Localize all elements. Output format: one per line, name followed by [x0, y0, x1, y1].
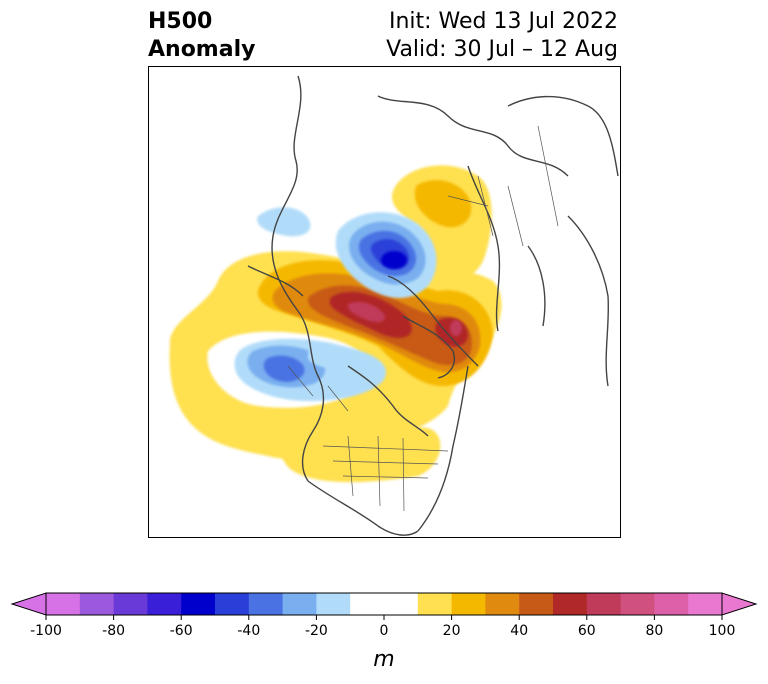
anomaly-contours	[169, 165, 502, 483]
colorbar-tick-label: 100	[709, 623, 736, 639]
chart-title-right: Init: Wed 13 Jul 2022 Valid: 30 Jul – 12…	[386, 8, 618, 64]
map-frame	[148, 66, 621, 538]
colorbar-tick-label: -100	[30, 623, 62, 639]
colorbar-unit-label: m	[373, 647, 395, 672]
borders	[287, 125, 559, 512]
trough-center-pacific	[263, 355, 305, 382]
valid-range: Valid: 30 Jul – 12 Aug	[386, 37, 618, 62]
colorbar-tick-label: 40	[510, 623, 528, 639]
colorbar-segment	[620, 593, 655, 615]
colorbar-tick-label: -80	[102, 623, 125, 639]
title-field: Anomaly	[148, 37, 256, 62]
chart-title-left: H500 Anomaly	[148, 8, 255, 64]
colorbar-segment	[46, 593, 81, 615]
colorbar-tick-label: -20	[305, 623, 328, 639]
colorbar-segment	[553, 593, 588, 615]
colorbar-tick-label: -60	[170, 623, 193, 639]
colorbar-tick-label: -40	[237, 623, 260, 639]
ridge-center-archipelago	[347, 302, 386, 323]
colorbar-segment	[350, 593, 419, 615]
colorbar-tick-label: 0	[380, 623, 389, 639]
colorbar-segment	[451, 593, 486, 615]
colorbar-segment	[147, 593, 182, 615]
colorbar-segment	[248, 593, 284, 615]
colorbar-segment	[113, 593, 148, 615]
colorbar-segment	[181, 593, 216, 615]
colorbar-extend-low	[10, 592, 47, 616]
anomaly-map	[148, 66, 621, 538]
colorbar-segment	[586, 593, 622, 615]
colorbar-segment	[282, 593, 317, 615]
colorbar-segment	[654, 593, 689, 615]
colorbar-tick-label: 20	[443, 623, 461, 639]
colorbar-segment	[485, 593, 520, 615]
colorbar-tick-label: 80	[645, 623, 663, 639]
colorbar-segment	[519, 593, 554, 615]
title-variable: H500	[148, 9, 213, 34]
colorbar-segment	[417, 593, 453, 615]
coastlines	[247, 75, 619, 536]
trough-center-baffin	[381, 251, 407, 269]
colorbar-extend-high	[721, 592, 758, 616]
colorbar-segment	[316, 593, 351, 615]
colorbar-segment	[79, 593, 115, 615]
ridge-contour-us	[281, 424, 441, 483]
colorbar: -100 -80 -60 -40 -20 0 20 40 60 80 100	[10, 592, 758, 639]
colorbar-segment	[215, 593, 250, 615]
init-date: Init: Wed 13 Jul 2022	[388, 9, 618, 34]
colorbar-tick-label: 60	[578, 623, 596, 639]
colorbar-segment	[688, 593, 723, 615]
